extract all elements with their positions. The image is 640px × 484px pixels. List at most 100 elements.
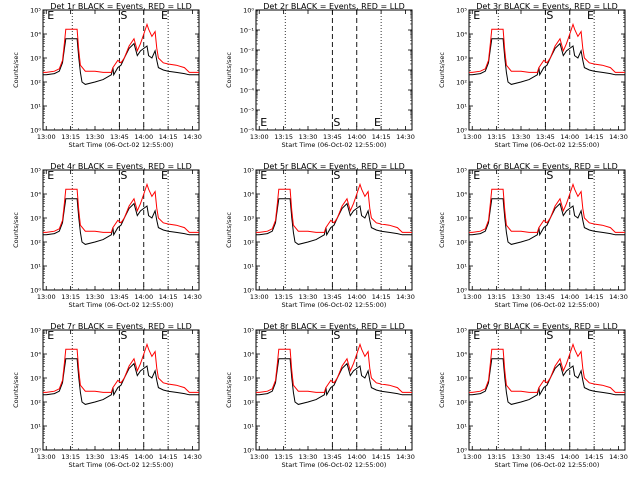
x-tick-label: 13:45: [536, 133, 555, 141]
x-tick-label: 13:30: [86, 293, 105, 301]
x-axis-label: Start Time (06-Oct-02 12:55:00): [282, 301, 387, 309]
y-tick-label: 10⁻⁴: [240, 87, 255, 95]
x-tick-label: 14:15: [372, 133, 391, 141]
x-tick-label: 14:30: [183, 293, 202, 301]
interval-label-e: E: [587, 329, 594, 342]
lld-series-line: [469, 182, 625, 233]
y-tick-label: 10²: [30, 399, 41, 407]
lld-series-line: [43, 182, 199, 233]
interval-label-e: E: [260, 169, 267, 182]
interval-label-s: S: [120, 9, 127, 22]
y-tick-label: 10⁴: [456, 31, 467, 39]
x-tick-label: 13:15: [487, 133, 506, 141]
x-tick-label: 13:15: [61, 293, 80, 301]
interval-label-s: S: [546, 329, 553, 342]
y-tick-label: 10⁴: [243, 351, 254, 359]
y-tick-label: 10²: [456, 79, 467, 87]
panel-title: Det 1r BLACK = Events, RED = LLD: [50, 2, 192, 11]
plot-frame: [468, 169, 626, 291]
x-tick-label: 14:15: [159, 133, 178, 141]
x-tick-label: 14:00: [347, 133, 366, 141]
y-tick-label: 10¹: [243, 423, 254, 431]
interval-label-s: S: [333, 169, 340, 182]
lld-series-line: [256, 182, 412, 233]
lld-series-line: [43, 22, 199, 73]
x-tick-label: 14:00: [560, 453, 579, 461]
interval-label-s: S: [333, 329, 340, 342]
x-tick-label: 13:00: [250, 293, 269, 301]
x-tick-label: 14:00: [347, 453, 366, 461]
y-tick-label: 10¹: [243, 263, 254, 271]
events-series-line: [256, 358, 412, 405]
x-tick-label: 14:30: [396, 453, 415, 461]
y-axis-label: Counts/sec: [12, 52, 20, 88]
plot-frame: [255, 329, 413, 451]
x-tick-label: 14:00: [560, 293, 579, 301]
panel-7: Det 7r BLACK = Events, RED = LLD 10⁰ 10¹ 10…: [12, 322, 202, 469]
x-tick-label: 13:00: [37, 453, 56, 461]
y-tick-label: 10⁵: [456, 7, 467, 15]
y-tick-label: 10⁴: [243, 191, 254, 199]
x-tick-label: 13:45: [110, 293, 129, 301]
x-tick-label: 14:15: [159, 453, 178, 461]
y-tick-label: 10⁴: [30, 31, 41, 39]
events-series-line: [469, 198, 625, 245]
interval-label-e: E: [161, 9, 168, 22]
panel-8: Det 8r BLACK = Events, RED = LLD 10⁰ 10¹ 10…: [225, 322, 415, 469]
x-axis-label: Start Time (06-Oct-02 12:55:00): [495, 141, 600, 149]
y-tick-label: 10⁰: [243, 7, 254, 15]
y-tick-label: 10⁰: [243, 447, 254, 455]
x-tick-label: 14:30: [396, 133, 415, 141]
interval-label-e: E: [374, 169, 381, 182]
interval-label-e: E: [473, 169, 480, 182]
y-tick-label: 10⁰: [456, 127, 467, 135]
y-tick-label: 10⁵: [30, 167, 41, 175]
x-tick-label: 13:30: [512, 293, 531, 301]
y-tick-label: 10⁴: [456, 351, 467, 359]
x-tick-label: 13:15: [61, 453, 80, 461]
plot-frame: [42, 169, 200, 291]
y-tick-label: 10²: [243, 239, 254, 247]
plot-frame: [255, 9, 413, 131]
x-tick-label: 13:00: [463, 453, 482, 461]
x-tick-label: 13:45: [110, 453, 129, 461]
y-tick-label: 10⁵: [456, 327, 467, 335]
panel-title: Det 3r BLACK = Events, RED = LLD: [476, 2, 618, 11]
x-tick-label: 13:45: [536, 453, 555, 461]
interval-label-e: E: [260, 116, 267, 129]
y-tick-label: 10⁵: [456, 167, 467, 175]
interval-label-e: E: [47, 169, 54, 182]
x-tick-label: 14:30: [183, 133, 202, 141]
y-tick-label: 10⁴: [30, 351, 41, 359]
interval-label-e: E: [473, 9, 480, 22]
y-tick-label: 10⁰: [30, 287, 41, 295]
events-series-line: [43, 198, 199, 245]
interval-label-s: S: [333, 116, 340, 129]
x-tick-label: 13:30: [512, 133, 531, 141]
x-tick-label: 14:15: [585, 453, 604, 461]
x-tick-label: 13:45: [323, 293, 342, 301]
y-tick-label: 10⁰: [30, 127, 41, 135]
lld-series-line: [469, 342, 625, 393]
x-tick-label: 13:30: [86, 453, 105, 461]
y-tick-label: 10¹: [456, 103, 467, 111]
interval-label-e: E: [47, 9, 54, 22]
x-tick-label: 14:15: [372, 453, 391, 461]
panel-title: Det 9r BLACK = Events, RED = LLD: [476, 322, 618, 331]
y-tick-label: 10³: [456, 55, 467, 63]
y-tick-label: 10³: [30, 375, 41, 383]
y-tick-label: 10⁰: [456, 447, 467, 455]
x-tick-label: 14:00: [347, 293, 366, 301]
y-tick-label: 10²: [456, 399, 467, 407]
y-tick-label: 10⁻³: [240, 67, 255, 75]
x-tick-label: 13:15: [274, 133, 293, 141]
y-tick-label: 10²: [30, 79, 41, 87]
panel-3: Det 3r BLACK = Events, RED = LLD 10⁰ 10¹ 10…: [438, 2, 628, 149]
y-axis-label: Counts/sec: [438, 52, 446, 88]
x-tick-label: 14:15: [585, 133, 604, 141]
x-tick-label: 13:15: [487, 293, 506, 301]
x-tick-label: 13:45: [323, 453, 342, 461]
interval-label-e: E: [473, 329, 480, 342]
x-axis-label: Start Time (06-Oct-02 12:55:00): [495, 461, 600, 469]
